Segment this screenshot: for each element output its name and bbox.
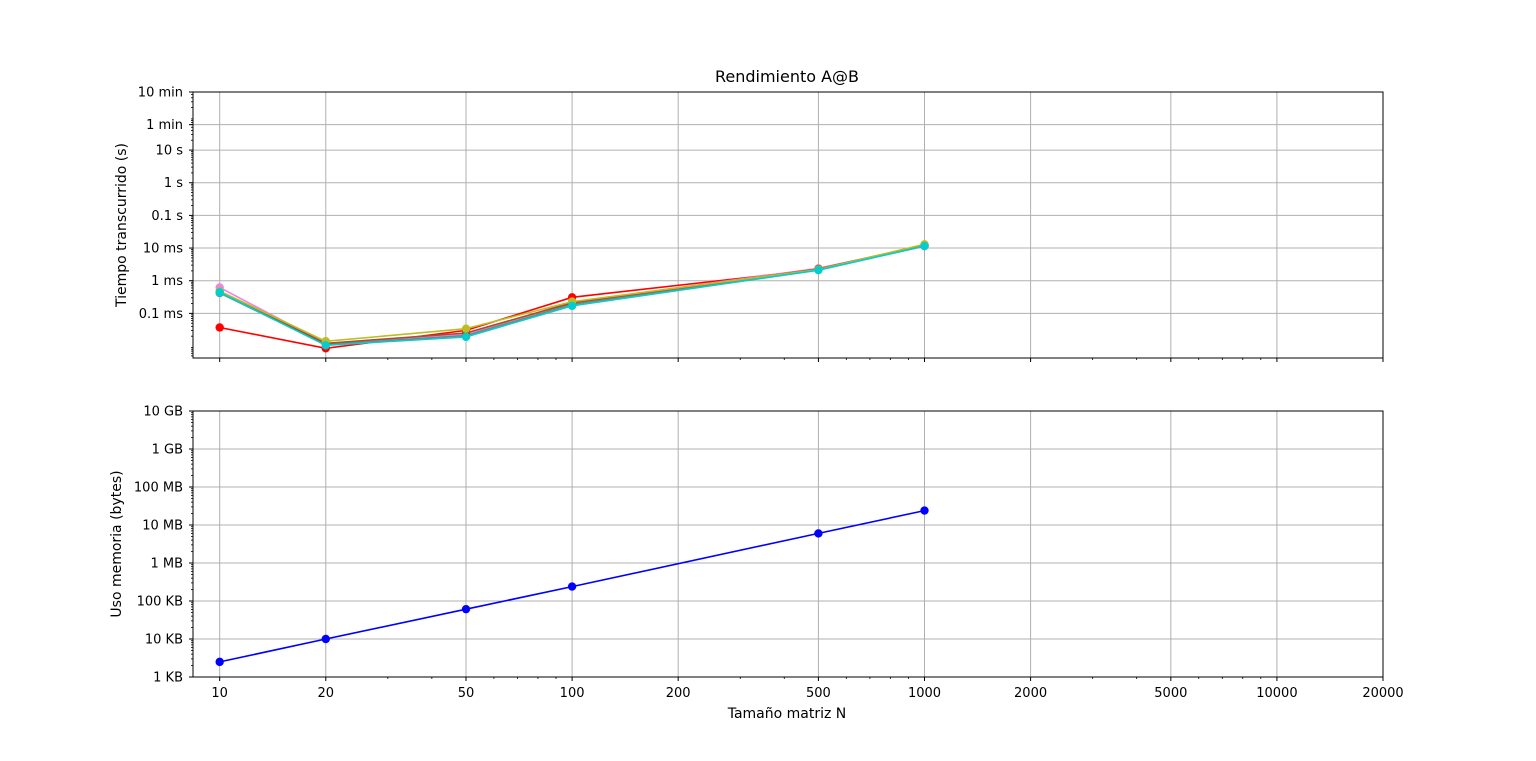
top-plot-frame bbox=[192, 91, 1384, 359]
bottom-plot-frame bbox=[192, 410, 1384, 678]
data-point bbox=[215, 323, 224, 332]
y-tick-label: 1 ms bbox=[151, 274, 183, 289]
y-tick-label: 100 MB bbox=[134, 481, 183, 496]
y-tick-label: 1 KB bbox=[153, 671, 183, 686]
x-tick-label: 5000 bbox=[1154, 686, 1187, 701]
bottom-x-ticks: 10 20 50 100 200 500 1000 2000 5000 10000 20000 bbox=[211, 677, 1404, 701]
y-tick-label: 10 MB bbox=[142, 519, 183, 534]
bottom-y-axis-label: Uso memoria (bytes) bbox=[109, 470, 125, 617]
top-y-ticks: 0.1 ms 1 ms 10 ms 0.1 s 1 s 10 s 1 min 10 min bbox=[138, 86, 193, 357]
series-line bbox=[219, 245, 925, 347]
chart-title: Rendimiento A@B bbox=[715, 67, 859, 86]
top-x-ticks bbox=[219, 358, 1384, 362]
y-tick-label: 0.1 ms bbox=[139, 307, 183, 322]
data-point bbox=[461, 604, 471, 614]
data-point bbox=[321, 634, 330, 644]
data-point bbox=[321, 341, 330, 350]
x-tick-label: 200 bbox=[666, 686, 691, 701]
y-tick-label: 10 KB bbox=[145, 633, 183, 648]
x-tick-label: 10 bbox=[211, 686, 228, 701]
y-tick-label: 10 s bbox=[156, 144, 184, 159]
y-tick-label: 0.1 s bbox=[151, 209, 183, 224]
x-tick-label: 10000 bbox=[1256, 686, 1297, 701]
x-tick-label: 50 bbox=[458, 686, 475, 701]
data-point bbox=[567, 582, 577, 591]
data-point bbox=[814, 529, 823, 538]
x-tick-label: 1000 bbox=[908, 686, 941, 701]
data-point bbox=[215, 657, 224, 667]
data-point bbox=[920, 506, 929, 515]
bottom-plot-series bbox=[215, 506, 929, 667]
bottom-y-ticks: 1 KB 10 KB 100 KB 1 MB 10 MB 100 MB 1 GB 10 GB bbox=[134, 405, 193, 686]
y-tick-label: 1 MB bbox=[150, 557, 183, 572]
y-tick-label: 1 GB bbox=[152, 443, 183, 458]
y-tick-label: 10 ms bbox=[143, 242, 183, 257]
y-tick-label: 100 KB bbox=[137, 595, 183, 610]
x-tick-label: 100 bbox=[560, 686, 585, 701]
data-point bbox=[920, 241, 929, 251]
y-tick-label: 1 min bbox=[146, 118, 183, 133]
series-line bbox=[219, 243, 925, 343]
x-tick-label: 20 bbox=[317, 686, 334, 701]
data-point bbox=[461, 324, 471, 333]
y-tick-label: 10 GB bbox=[143, 405, 183, 420]
x-tick-label: 2000 bbox=[1014, 686, 1047, 701]
x-tick-label: 500 bbox=[806, 686, 831, 701]
y-tick-label: 10 min bbox=[138, 86, 183, 101]
data-point bbox=[215, 288, 224, 297]
top-plot-series bbox=[215, 240, 929, 353]
bottom-grid bbox=[193, 410, 1384, 678]
top-y-axis-label: Tiempo transcurrido (s) bbox=[114, 143, 130, 308]
x-tick-label: 20000 bbox=[1362, 686, 1403, 701]
y-tick-label: 1 s bbox=[164, 176, 183, 191]
top-grid bbox=[193, 91, 1384, 358]
data-point bbox=[567, 301, 577, 311]
x-axis-label: Tamaño matriz N bbox=[727, 706, 847, 722]
series-line bbox=[219, 509, 925, 663]
data-point bbox=[814, 265, 823, 275]
data-point bbox=[461, 332, 471, 342]
